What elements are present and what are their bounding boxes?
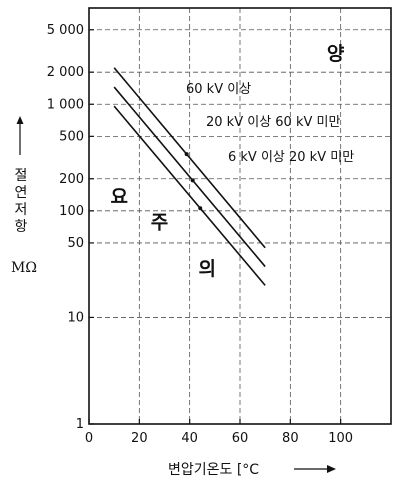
y-tick-label-3: 100 [59,204,84,219]
y-axis-title-char-4: 항 [15,219,28,235]
y-axis-unit: MΩ [11,260,37,276]
x-axis-title-text: 변압기온도 [°C [168,462,259,478]
series-label-1: 20 kV 이상 60 kV 미만 [206,115,340,130]
y-tick-label-7: 2 000 [47,65,84,80]
zone-label-3: 의 [199,258,216,280]
series-line-1 [113,86,266,268]
y-tick-label-4: 200 [59,172,84,187]
series-labels: 60 kV 이상 20 kV 이상 60 kV 미만 6 kV 이상 20 kV 미… [186,82,354,165]
series-marker-0 [184,152,189,157]
series-lines [113,67,266,286]
y-tick-label-5: 500 [59,129,84,144]
zone-label-0: 양 [327,43,345,65]
y-tick-label-0: 1 [76,417,84,432]
x-tick-label-3: 60 [232,431,249,446]
x-tick-label-2: 40 [181,431,198,446]
y-axis-arrow-head [16,116,24,124]
series-line-2 [113,105,266,286]
series-marker-1 [190,178,195,183]
y-axis-title: 절 연 저 항 MΩ [11,116,37,276]
series-line-0 [113,67,266,249]
x-tick-label-0: 0 [85,431,93,446]
y-tick-label-1: 10 [67,310,84,325]
y-axis-title-char-1: 절 [15,168,28,184]
series-label-2: 6 kV 이상 20 kV 미만 [228,150,354,165]
zone-label-1: 요 [110,186,127,208]
y-axis-title-char-2: 연 [15,185,28,201]
series-label-0: 60 kV 이상 [186,82,251,97]
y-tick-label-2: 50 [67,236,84,251]
x-tick-label-5: 100 [328,431,353,446]
y-tick-label-6: 1 000 [47,97,84,112]
x-axis-ticks: 0 20 40 60 80 100 [85,419,353,446]
x-axis-title: 변압기온도 [°C [168,462,336,478]
y-axis-title-char-3: 저 [15,202,28,218]
x-tick-label-4: 80 [282,431,299,446]
x-axis-arrow-head [327,465,336,473]
x-tick-label-1: 20 [131,431,148,446]
y-axis-ticks: 1 10 50 100 200 500 1 000 2 000 5 000 [47,23,94,432]
y-tick-label-8: 5 000 [47,23,84,38]
series-marker-2 [198,206,203,211]
grid [89,8,391,424]
zone-label-2: 주 [151,212,168,234]
